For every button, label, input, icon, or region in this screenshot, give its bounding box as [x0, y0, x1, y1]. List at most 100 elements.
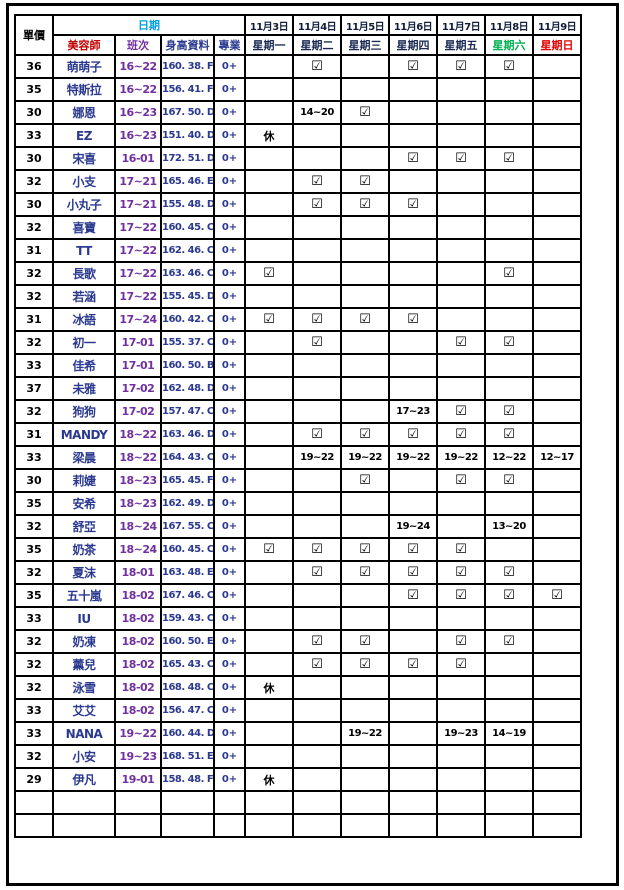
- price-cell: 33: [14, 721, 54, 746]
- empty-schedule-cell: [532, 330, 582, 355]
- beautician-name-cell: 舒亞: [52, 514, 116, 539]
- empty-schedule-cell: [292, 146, 342, 171]
- pro-cell: 0+: [213, 675, 246, 700]
- shift-cell: 19-01: [114, 767, 162, 792]
- schedule-row: 33 佳希 17-01 160. 50. B 0+: [14, 353, 582, 378]
- price-cell: 30: [14, 146, 54, 171]
- price-cell: 33: [14, 606, 54, 631]
- checked-box-icon: ☑: [340, 307, 390, 332]
- time-range-cell: 13~20: [484, 514, 534, 539]
- checked-box-icon: ☑: [484, 422, 534, 447]
- schedule-row: [14, 813, 582, 838]
- checked-box-icon: ☑: [484, 330, 534, 355]
- beautician-name-cell: 冰語: [52, 307, 116, 332]
- beautician-name-cell: 特斯拉: [52, 77, 116, 102]
- schedule-row: 32 小支 17~21 165. 46. E 0+ ☑ ☑: [14, 169, 582, 194]
- empty-schedule-cell: [436, 284, 486, 309]
- price-cell: 33: [14, 123, 54, 148]
- beautician-name-cell: 小丸子: [52, 192, 116, 217]
- empty-schedule-cell: [388, 813, 438, 838]
- date-header-wed: 11月5日: [340, 14, 390, 36]
- price-cell: 36: [14, 54, 54, 79]
- weekday-header-thu: 星期四: [388, 34, 438, 56]
- shift-cell: 17~22: [114, 215, 162, 240]
- price-cell: 32: [14, 675, 54, 700]
- empty-schedule-cell: [532, 560, 582, 585]
- empty-schedule-cell: [436, 261, 486, 286]
- beautician-name-cell: 小支: [52, 169, 116, 194]
- empty-schedule-cell: [436, 192, 486, 217]
- shift-cell: [114, 813, 162, 838]
- empty-schedule-cell: [244, 491, 294, 516]
- empty-schedule-cell: [340, 606, 390, 631]
- empty-schedule-cell: [244, 192, 294, 217]
- height-info-cell: [160, 813, 215, 838]
- weekday-header-tue: 星期二: [292, 34, 342, 56]
- checked-box-icon: ☑: [340, 652, 390, 677]
- beautician-name-cell: 狗狗: [52, 399, 116, 424]
- checked-box-icon: ☑: [484, 468, 534, 493]
- pro-cell: 0+: [213, 169, 246, 194]
- empty-schedule-cell: [244, 445, 294, 470]
- shift-cell: 18~23: [114, 468, 162, 493]
- shift-cell: 17-01: [114, 353, 162, 378]
- empty-schedule-cell: [292, 468, 342, 493]
- checked-box-icon: ☑: [244, 261, 294, 286]
- schedule-row: 32 初一 17-01 155. 37. C 0+ ☑ ☑ ☑: [14, 330, 582, 355]
- price-cell: 35: [14, 491, 54, 516]
- pro-cell: [213, 813, 246, 838]
- schedule-row: 31 MANDY 18~22 163. 46. D 0+ ☑ ☑ ☑ ☑ ☑: [14, 422, 582, 447]
- empty-schedule-cell: [388, 468, 438, 493]
- shift-cell: [114, 790, 162, 815]
- checked-box-icon: ☑: [292, 629, 342, 654]
- empty-schedule-cell: [484, 652, 534, 677]
- empty-schedule-cell: [244, 100, 294, 125]
- beautician-name-cell: 泳雪: [52, 675, 116, 700]
- height-info-cell: 167. 50. D: [160, 100, 215, 125]
- shift-cell: 19~22: [114, 721, 162, 746]
- empty-schedule-cell: [292, 238, 342, 263]
- empty-schedule-cell: [436, 491, 486, 516]
- empty-schedule-cell: [244, 652, 294, 677]
- height-info-cell: [160, 790, 215, 815]
- empty-schedule-cell: [532, 100, 582, 125]
- empty-schedule-cell: [532, 790, 582, 815]
- empty-schedule-cell: [484, 744, 534, 769]
- empty-schedule-cell: [532, 422, 582, 447]
- height-info-cell: 162. 48. D: [160, 376, 215, 401]
- schedule-row: 32 若涵 17~22 155. 45. D 0+: [14, 284, 582, 309]
- empty-schedule-cell: [532, 491, 582, 516]
- date-section-header: 日期: [52, 14, 246, 36]
- shift-cell: 16~22: [114, 54, 162, 79]
- price-cell: 33: [14, 353, 54, 378]
- checked-box-icon: ☑: [340, 422, 390, 447]
- empty-schedule-cell: [532, 169, 582, 194]
- time-range-cell: 19~22: [388, 445, 438, 470]
- checked-box-icon: ☑: [292, 307, 342, 332]
- beautician-name-cell: 娜恩: [52, 100, 116, 125]
- empty-schedule-cell: [292, 813, 342, 838]
- empty-schedule-cell: [292, 675, 342, 700]
- pro-cell: 0+: [213, 146, 246, 171]
- empty-schedule-cell: [532, 468, 582, 493]
- price-cell: [14, 790, 54, 815]
- price-cell: 35: [14, 583, 54, 608]
- pro-cell: 0+: [213, 215, 246, 240]
- empty-schedule-cell: [436, 100, 486, 125]
- empty-schedule-cell: [292, 261, 342, 286]
- empty-schedule-cell: [484, 813, 534, 838]
- schedule-row: 32 舒亞 18~24 167. 55. C 0+ 19~24 13~20: [14, 514, 582, 539]
- price-cell: 32: [14, 629, 54, 654]
- schedule-row: 37 未雅 17-02 162. 48. D 0+: [14, 376, 582, 401]
- time-range-cell: 19~23: [436, 721, 486, 746]
- empty-schedule-cell: [436, 813, 486, 838]
- checked-box-icon: ☑: [436, 54, 486, 79]
- pro-cell: 0+: [213, 767, 246, 792]
- empty-schedule-cell: [292, 399, 342, 424]
- empty-schedule-cell: [292, 77, 342, 102]
- schedule-row: [14, 790, 582, 815]
- empty-schedule-cell: [340, 698, 390, 723]
- beautician-name-cell: 小安: [52, 744, 116, 769]
- empty-schedule-cell: [532, 399, 582, 424]
- height-info-cell: 159. 43. C: [160, 606, 215, 631]
